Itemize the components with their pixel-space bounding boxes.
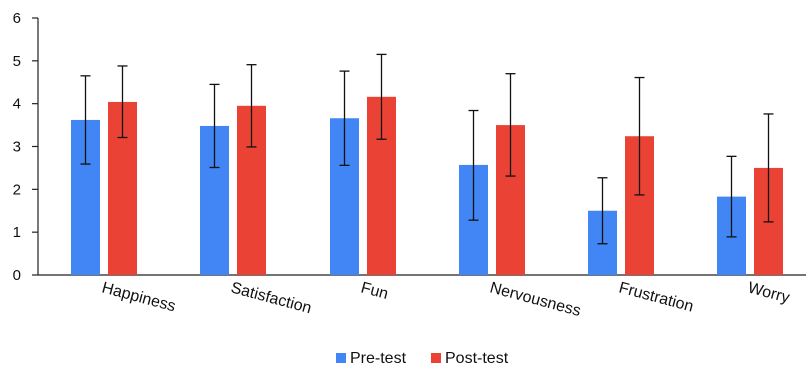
bars bbox=[71, 96, 783, 276]
category-labels: Happiness Satisfaction Fun Nervousness Frust… bbox=[100, 279, 791, 320]
legend-swatch-post-test bbox=[431, 353, 441, 363]
category-label-worry: Worry bbox=[746, 279, 791, 306]
legend-label-post-test: Post-test bbox=[445, 350, 509, 367]
y-tick-label: 1 bbox=[13, 224, 21, 241]
y-tick-label: 2 bbox=[13, 181, 21, 198]
axes: 0 1 2 3 4 5 6 bbox=[13, 10, 806, 284]
category-label-fun: Fun bbox=[359, 279, 390, 303]
y-tick-label: 5 bbox=[13, 53, 21, 70]
legend-label-pre-test: Pre-test bbox=[350, 350, 407, 367]
category-label-frustration: Frustration bbox=[617, 279, 695, 315]
error-bars bbox=[80, 53, 774, 245]
y-tick-label: 4 bbox=[13, 96, 21, 113]
y-tick-label: 3 bbox=[13, 139, 21, 156]
legend-swatch-pre-test bbox=[336, 353, 346, 363]
legend: Pre-test Post-test bbox=[336, 350, 509, 367]
category-label-nervousness: Nervousness bbox=[488, 279, 583, 320]
y-tick-label: 0 bbox=[13, 267, 21, 284]
category-label-happiness: Happiness bbox=[100, 279, 177, 315]
y-tick-label: 6 bbox=[13, 10, 21, 27]
category-label-satisfaction: Satisfaction bbox=[229, 279, 313, 317]
